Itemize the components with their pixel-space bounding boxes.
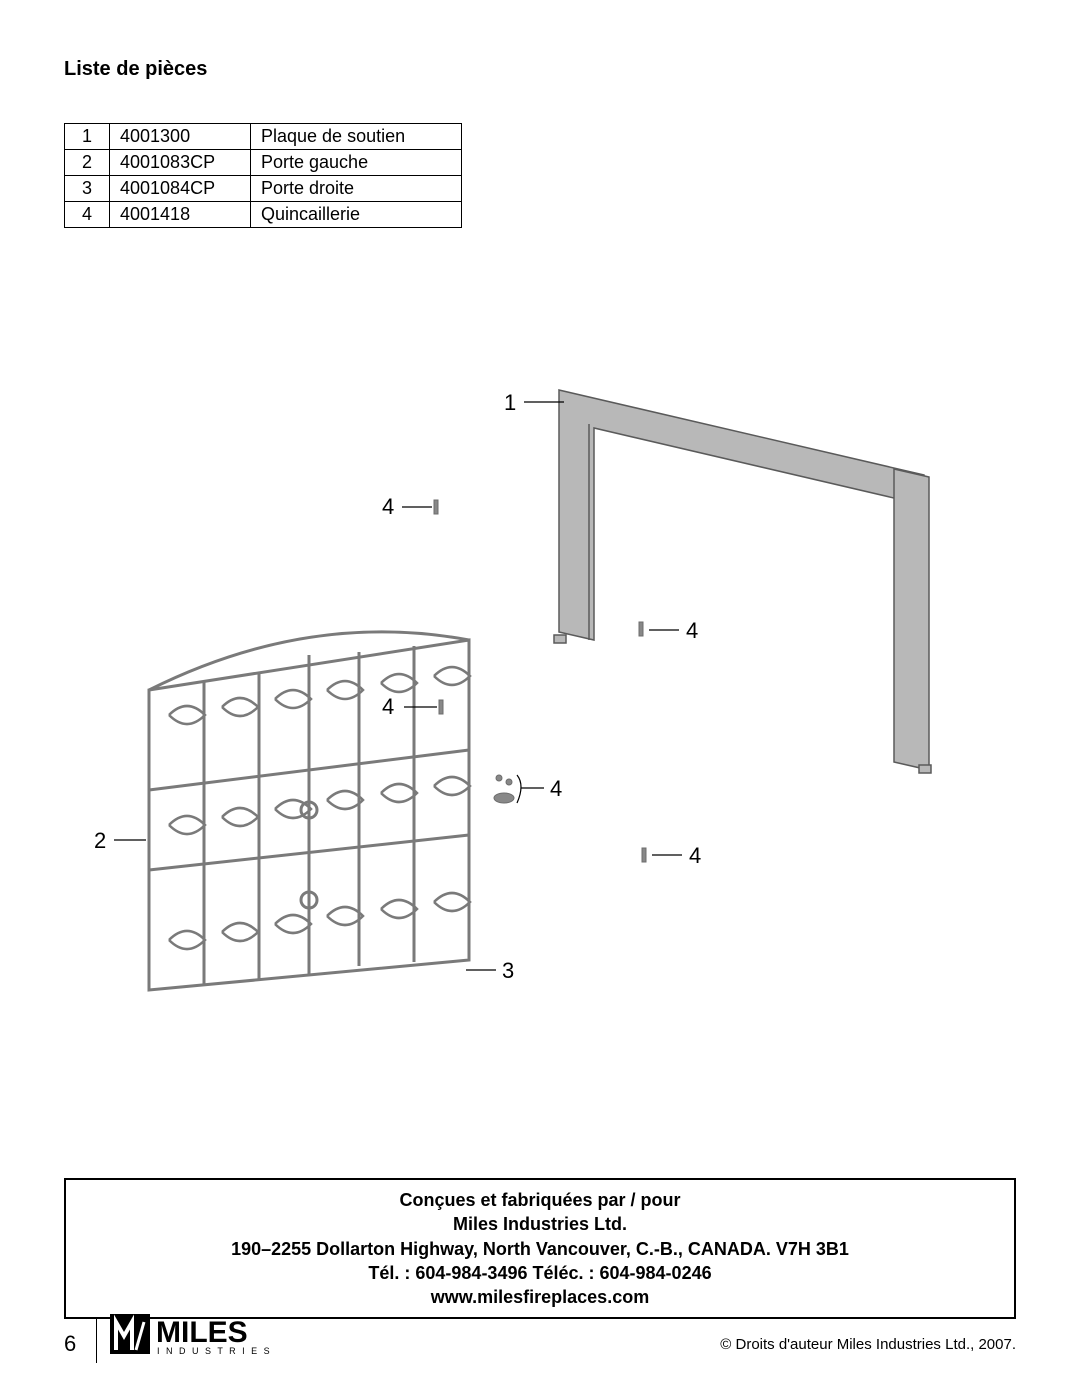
- callout-4e: 4: [689, 843, 701, 869]
- cell-num: 1: [65, 124, 110, 150]
- callout-3: 3: [502, 958, 514, 984]
- svg-text:MILES: MILES: [156, 1316, 248, 1349]
- cell-num: 3: [65, 176, 110, 202]
- cell-num: 2: [65, 150, 110, 176]
- cell-num: 4: [65, 202, 110, 228]
- info-line: Tél. : 604-984-3496 Téléc. : 604-984-024…: [78, 1261, 1002, 1285]
- manufacturer-info-box: Conçues et fabriquées par / pour Miles I…: [64, 1178, 1016, 1319]
- callout-4a: 4: [382, 494, 394, 520]
- callout-4b: 4: [382, 694, 394, 720]
- table-row: 1 4001300 Plaque de soutien: [65, 124, 462, 150]
- info-line: 190–2255 Dollarton Highway, North Vancou…: [78, 1237, 1002, 1261]
- cell-part: 4001083CP: [110, 150, 251, 176]
- info-line: Miles Industries Ltd.: [78, 1212, 1002, 1236]
- miles-logo: MILES I N D U S T R I E S: [110, 1312, 290, 1361]
- cell-desc: Quincaillerie: [251, 202, 462, 228]
- page-number: 6: [64, 1331, 76, 1357]
- cell-part: 4001418: [110, 202, 251, 228]
- cell-part: 4001300: [110, 124, 251, 150]
- table-row: 2 4001083CP Porte gauche: [65, 150, 462, 176]
- svg-text:I N D U S T R I E S: I N D U S T R I E S: [157, 1346, 272, 1356]
- table-row: 3 4001084CP Porte droite: [65, 176, 462, 202]
- info-line: www.milesfireplaces.com: [78, 1285, 1002, 1309]
- callout-1: 1: [504, 390, 516, 416]
- exploded-diagram: 1 4 4 4 4 4 2 3: [64, 360, 1024, 1010]
- cell-desc: Plaque de soutien: [251, 124, 462, 150]
- grille-doors: [149, 632, 470, 990]
- cell-desc: Porte droite: [251, 176, 462, 202]
- cell-part: 4001084CP: [110, 176, 251, 202]
- copyright-text: © Droits d'auteur Miles Industries Ltd.,…: [720, 1336, 1016, 1353]
- footer-divider: [96, 1319, 97, 1363]
- callout-4d: 4: [686, 618, 698, 644]
- info-line: Conçues et fabriquées par / pour: [78, 1188, 1002, 1212]
- support-frame: [554, 390, 931, 773]
- parts-table: 1 4001300 Plaque de soutien 2 4001083CP …: [64, 123, 462, 228]
- cell-desc: Porte gauche: [251, 150, 462, 176]
- callout-2: 2: [94, 828, 106, 854]
- callout-4c: 4: [550, 776, 562, 802]
- page-title: Liste de pièces: [64, 58, 1016, 81]
- table-row: 4 4001418 Quincaillerie: [65, 202, 462, 228]
